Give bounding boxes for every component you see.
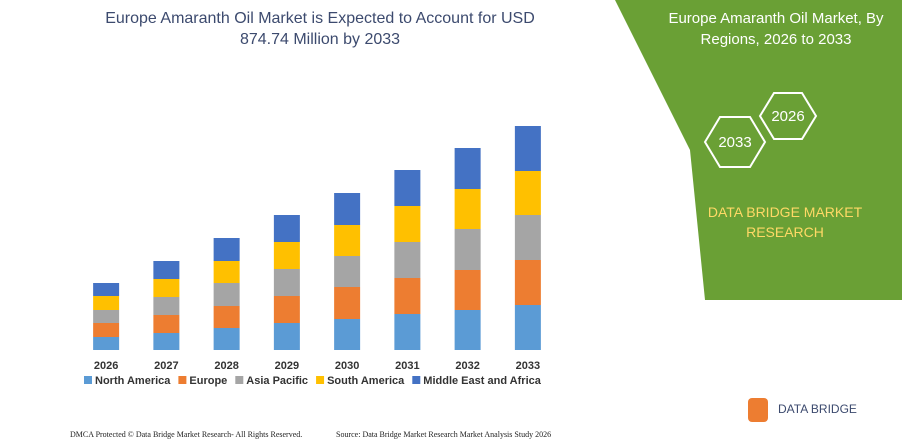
green-panel [615, 0, 902, 300]
legend-label: North America [95, 375, 171, 387]
legend-swatch [235, 376, 244, 384]
bar-segment [213, 238, 240, 261]
bar-segment [454, 148, 481, 189]
hex-label: 2033 [718, 134, 751, 151]
brand-box: DATA BRIDGE MARKET RESEARCH [707, 204, 863, 240]
panel-title-box: Europe Amaranth Oil Market, By Regions, … [668, 10, 884, 48]
hexagon [703, 116, 767, 168]
bar-segment [454, 270, 481, 310]
bar-segment [93, 296, 120, 310]
bar-segment [153, 297, 180, 315]
legend-swatch [316, 376, 325, 384]
bar-segment [454, 189, 481, 229]
bar-segment [93, 310, 120, 323]
bar-segment [394, 242, 421, 278]
bar-segment [93, 337, 120, 350]
x-tick-label: 2028 [214, 360, 238, 372]
title-box: Europe Amaranth Oil Market is Expected t… [105, 10, 535, 48]
bar-segment [273, 269, 300, 296]
bar-segment [153, 333, 180, 350]
bar-segment [514, 126, 541, 171]
bar-segment [334, 287, 361, 319]
bar-segment [514, 305, 541, 350]
legend-label: Europe [189, 375, 227, 387]
x-tick-label: 2029 [275, 360, 299, 372]
x-tick-label: 2027 [154, 360, 178, 372]
x-tick-label: 2033 [516, 360, 540, 372]
bar-segment [273, 215, 300, 242]
hexagon [758, 92, 818, 140]
x-tick-label: 2031 [395, 360, 419, 372]
bar-segment [153, 315, 180, 333]
footer-left: DMCA Protected © Data Bridge Market Rese… [70, 430, 302, 439]
bar-segment [213, 283, 240, 306]
x-tick-label: 2030 [335, 360, 359, 372]
legend-label: South America [327, 375, 405, 387]
chart-title: Europe Amaranth Oil Market is Expected t… [105, 10, 535, 48]
bar-segment [394, 170, 421, 206]
hex-label: 2026 [771, 108, 804, 125]
legend-swatch [178, 376, 187, 384]
legend-swatch [412, 376, 421, 384]
bar-segment [334, 256, 361, 287]
bar-segment [153, 279, 180, 297]
bar-segment [334, 319, 361, 350]
bar-segment [394, 278, 421, 314]
bar-segment [454, 229, 481, 270]
panel-title: Europe Amaranth Oil Market, By Regions, … [668, 10, 884, 48]
x-tick-label: 2032 [455, 360, 479, 372]
bar-segment [394, 206, 421, 242]
bar-segment [213, 306, 240, 328]
bar-segment [273, 323, 300, 350]
logo-text: DATA BRIDGE [778, 402, 857, 416]
bar-segment [93, 323, 120, 337]
bar-segment [334, 193, 361, 225]
legend-label: Asia Pacific [246, 375, 308, 387]
footer-right: Source: Data Bridge Market Research Mark… [336, 430, 551, 439]
bar-segment [153, 261, 180, 279]
bar-segment [213, 261, 240, 283]
brand-text: DATA BRIDGE MARKET RESEARCH [707, 204, 863, 240]
legend-label: Middle East and Africa [423, 375, 541, 387]
logo-icon [748, 398, 768, 422]
bar-segment [394, 314, 421, 350]
bar-segment [93, 283, 120, 296]
legend-swatch [84, 376, 92, 384]
bar-segment [334, 225, 361, 256]
bar-segment [514, 171, 541, 215]
bar-segment [213, 328, 240, 350]
x-tick-label: 2026 [94, 360, 118, 372]
bar-segment [514, 215, 541, 260]
bar-segment [273, 296, 300, 323]
bar-segment [454, 310, 481, 350]
bar-segment [273, 242, 300, 269]
bar-segment [514, 260, 541, 305]
